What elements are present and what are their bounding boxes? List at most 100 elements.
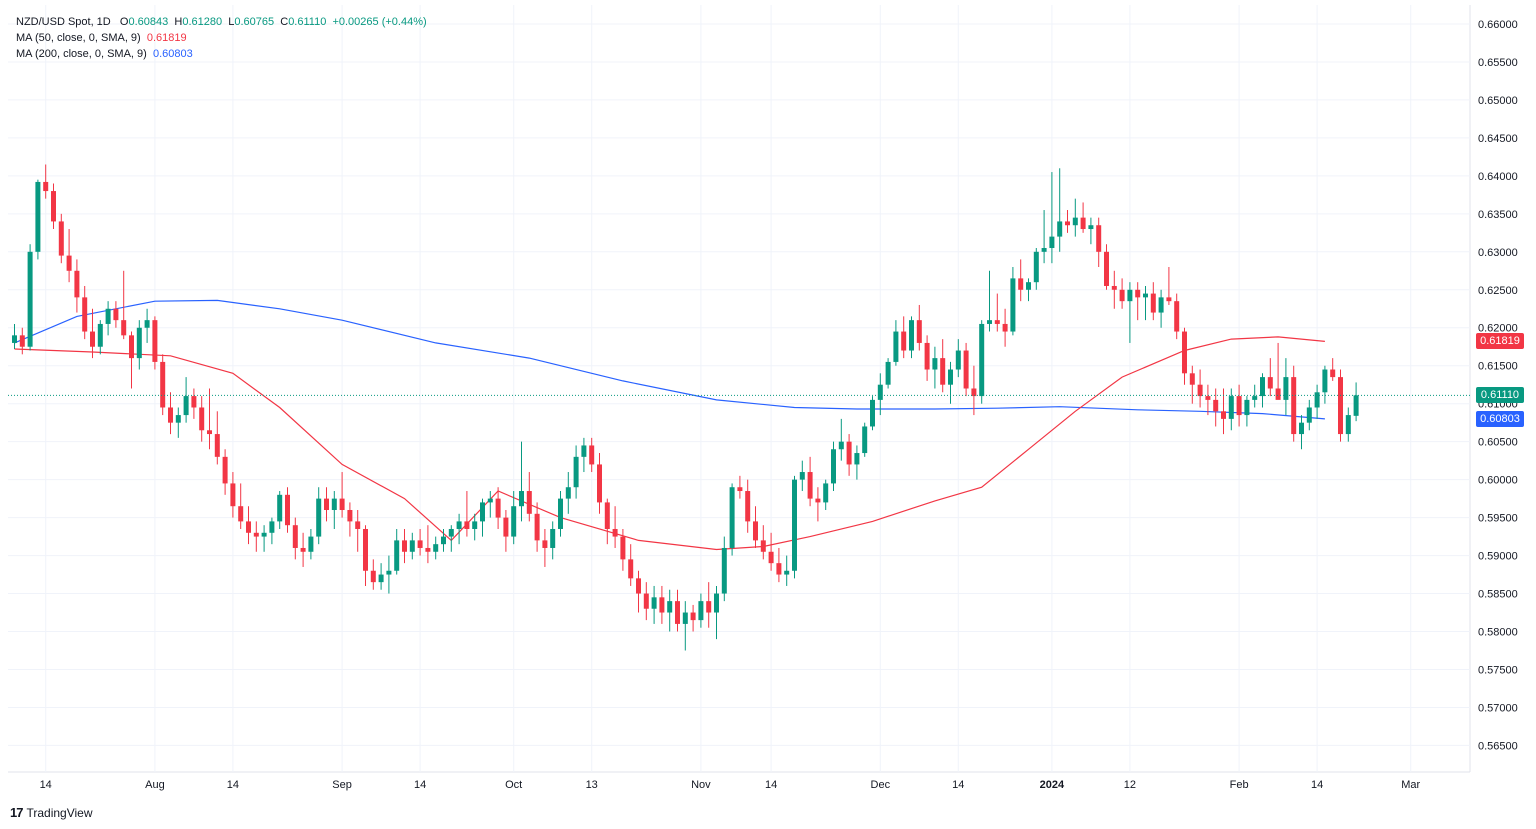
candle [82,285,88,340]
ma200-row[interactable]: MA (200, close, 0, SMA, 9) 0.60803 [16,46,427,62]
y-tick-label: 0.62000 [1478,323,1518,335]
candle [19,327,25,355]
candle-body [355,521,361,529]
candle-body [308,536,314,552]
candle-body [1213,399,1219,412]
candle-body [690,612,696,621]
ma50-row[interactable]: MA (50, close, 0, SMA, 9) 0.61819 [16,30,427,46]
candle-body [394,540,400,571]
candle-body [604,502,610,529]
candle [604,498,610,545]
candle [737,475,743,499]
candle-body [82,297,88,332]
candle [363,525,368,586]
candle-body [113,308,119,321]
close-value: 0.61110 [288,16,327,28]
candle-body [846,441,852,465]
candle-body [238,506,244,522]
tradingview-logo[interactable]: 17 TradingView [10,805,93,820]
candle-body [963,350,969,389]
candle [1127,282,1133,343]
candle [534,502,540,552]
candle [417,528,423,556]
candle [698,593,704,628]
candle [464,491,470,537]
candle [51,183,56,230]
candle-body [815,498,821,503]
candle-body [261,532,267,537]
candle-body [97,323,103,347]
candle [1244,396,1250,427]
y-tick-label: 0.64500 [1478,133,1518,145]
y-tick-label: 0.65000 [1478,95,1518,107]
time-axis[interactable]: 14 Aug 14 Sep 14 Oct 13 Nov 14 Dec 14 2024 12 Feb 14 Ma… [40,779,1421,791]
symbol-label[interactable]: NZD/USD Spot, 1D [16,16,111,28]
candle-body [324,498,329,511]
y-tick-label: 0.59000 [1478,551,1518,563]
candle [90,308,95,359]
candle-body [300,547,306,552]
ma50-value: 0.61819 [146,32,187,44]
candle-body [66,255,72,271]
candle [238,483,244,529]
candle-body [425,547,431,552]
candle [721,536,727,602]
candle [58,213,64,264]
candle-body [620,536,626,560]
candle-body [1104,251,1109,286]
candle [1291,365,1297,442]
candle [909,316,914,359]
candle [1322,365,1328,404]
candle [651,585,657,624]
candle [1135,282,1141,321]
candle-body [136,327,142,359]
x-tick-label: 14 [40,779,52,791]
candle-body [612,528,618,537]
candle [511,491,517,545]
candle [1221,388,1226,435]
candle [1174,293,1180,340]
candle [901,316,907,359]
candle [378,563,384,590]
candle [1252,384,1258,408]
ma50-layer [14,336,1325,551]
candle [144,308,150,343]
candle [1275,342,1281,400]
candle [35,179,41,260]
close-label: C [280,16,289,28]
candle-body [1088,225,1094,230]
candle-body [987,320,992,324]
candle-body [784,570,790,575]
candle [893,320,899,366]
candle-body [43,181,49,192]
candle-body [160,361,166,408]
candle [472,513,478,541]
candle [168,392,173,435]
open-value: 0.60843 [128,16,169,28]
candle [682,601,688,651]
candle [573,445,579,499]
y-tick-label: 0.66000 [1478,19,1518,31]
candle-body [768,551,774,564]
candle [636,570,641,613]
candle [43,164,49,199]
candle [27,244,33,351]
candle [1236,384,1242,427]
price-axis[interactable]: 0.66000 0.65500 0.65000 0.64500 0.64000 0.635… [1478,19,1518,752]
candle-body [760,540,766,552]
y-tick-label: 0.56500 [1478,740,1518,752]
x-tick-label: Nov [691,779,711,791]
candle-body [74,270,80,298]
candle [1330,358,1336,381]
candle [129,331,134,389]
candle [589,437,595,473]
candle [760,525,766,560]
candle [1150,282,1156,321]
candle-body [1174,301,1180,332]
candle-body [1221,411,1226,419]
candle-body [1322,369,1328,393]
candle [495,487,501,529]
candle [394,528,400,575]
x-tick-label: 13 [586,779,598,791]
